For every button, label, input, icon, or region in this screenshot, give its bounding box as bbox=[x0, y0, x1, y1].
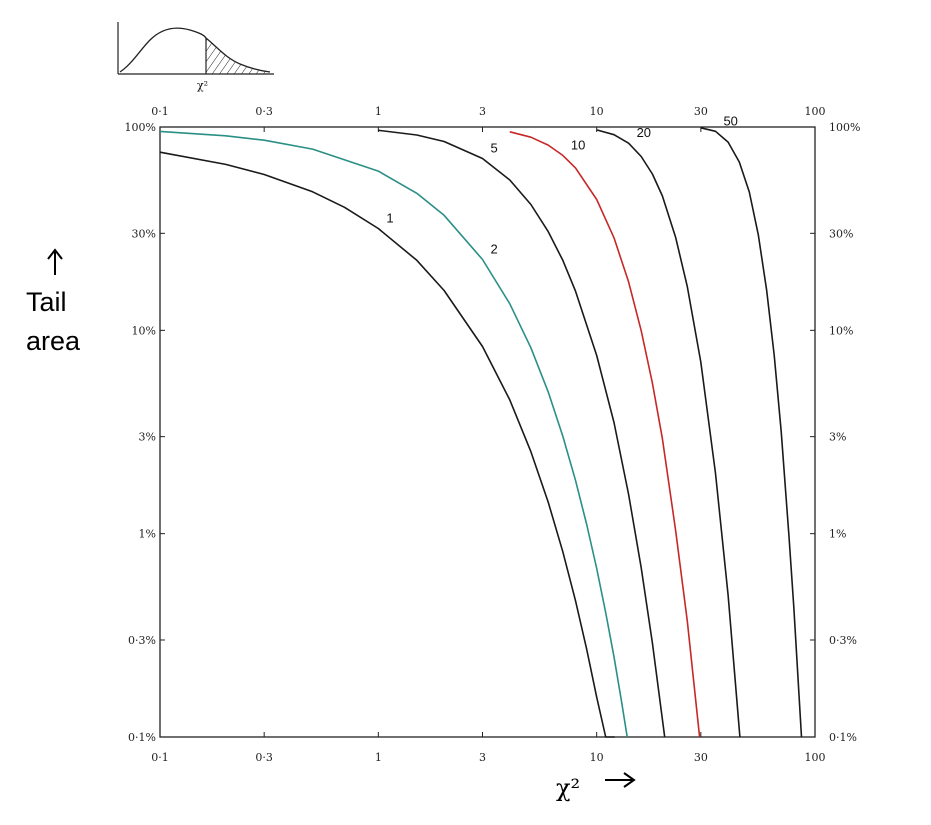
series-line-df-2 bbox=[159, 130, 628, 738]
y-axis-title-line-2: area bbox=[26, 326, 81, 356]
y-tick-label-right: 1% bbox=[829, 528, 846, 541]
series-line-df-10 bbox=[509, 131, 701, 738]
series-label-df-50: 50 bbox=[723, 113, 737, 128]
y-axis-arrow-head bbox=[47, 248, 63, 260]
x-tick-label-top: 0·3 bbox=[255, 105, 273, 118]
series-layer: 1 2 5 10 20 50 bbox=[159, 113, 803, 738]
plot-frame bbox=[159, 126, 816, 738]
y-tick-label-left: 100% bbox=[125, 121, 156, 134]
x-tick-label-top: 3 bbox=[479, 105, 486, 118]
inset-chi-square-label: χ² bbox=[197, 79, 208, 92]
series-line-df-20 bbox=[596, 129, 741, 738]
x-tick-label-top: 10 bbox=[590, 105, 604, 118]
y-tick-label-left: 1% bbox=[139, 528, 156, 541]
x-axis-title: χ² bbox=[556, 772, 636, 802]
inset-density-curve bbox=[119, 27, 271, 73]
x-axis-title-text: χ² bbox=[556, 774, 580, 802]
x-tick-label-top: 0·1 bbox=[151, 105, 169, 118]
x-tick-label-top: 1 bbox=[375, 105, 382, 118]
x-axis-arrow-head bbox=[623, 772, 636, 788]
y-tick-label-right: 30% bbox=[829, 227, 853, 240]
series-line-df-1 bbox=[159, 151, 615, 738]
x-tick-label-bottom: 1 bbox=[375, 751, 382, 764]
y-tick-label-left: 30% bbox=[132, 227, 156, 240]
x-tick-label-bottom: 30 bbox=[694, 751, 708, 764]
y-tick-label-left: 0·1% bbox=[128, 731, 156, 744]
series-label-df-2: 2 bbox=[491, 242, 498, 257]
y-tick-label-right: 0·1% bbox=[829, 731, 857, 744]
y-axis-title-line-1: Tail bbox=[26, 287, 67, 317]
series-label-df-10: 10 bbox=[571, 137, 585, 152]
inset-density-sketch: χ² bbox=[117, 22, 274, 92]
x-tick-label-bottom: 0·3 bbox=[255, 751, 273, 764]
x-tick-label-bottom: 0·1 bbox=[151, 751, 169, 764]
x-tick-label-bottom: 100 bbox=[805, 751, 826, 764]
series-line-df-5 bbox=[378, 129, 666, 738]
y-tick-label-left: 10% bbox=[132, 324, 156, 337]
series-line-df-50 bbox=[700, 127, 803, 738]
x-tick-label-top: 100 bbox=[805, 105, 826, 118]
y-tick-label-right: 10% bbox=[829, 324, 853, 337]
y-tick-label-right: 0·3% bbox=[829, 634, 857, 647]
x-tick-label-bottom: 3 bbox=[479, 751, 486, 764]
y-tick-label-left: 3% bbox=[139, 431, 156, 444]
y-tick-label-right: 3% bbox=[829, 431, 846, 444]
series-label-df-5: 5 bbox=[491, 140, 498, 155]
y-tick-label-right: 100% bbox=[829, 121, 860, 134]
y-axis-title: Tail area bbox=[26, 248, 81, 356]
series-label-df-20: 20 bbox=[637, 125, 651, 140]
y-tick-label-left: 0·3% bbox=[128, 634, 156, 647]
x-tick-label-bottom: 10 bbox=[590, 751, 604, 764]
series-label-df-1: 1 bbox=[386, 210, 393, 225]
inset-tail-hatch bbox=[206, 38, 270, 74]
x-tick-label-top: 30 bbox=[694, 105, 708, 118]
